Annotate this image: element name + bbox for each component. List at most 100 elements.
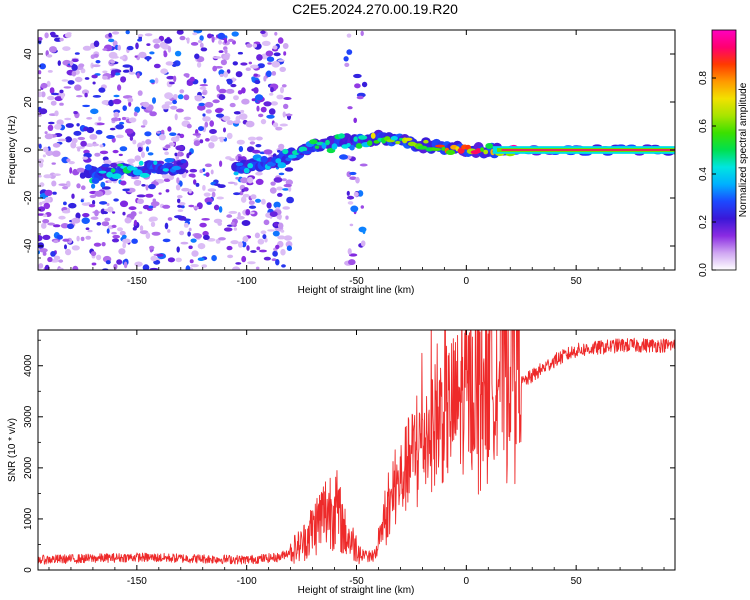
noise-blob bbox=[219, 160, 223, 167]
noise-blob bbox=[167, 45, 172, 53]
noise-blob bbox=[282, 111, 286, 118]
noise-blob bbox=[349, 223, 354, 227]
noise-blob bbox=[147, 152, 154, 156]
noise-blob bbox=[277, 37, 284, 44]
noise-blob bbox=[179, 35, 186, 41]
noise-blob bbox=[349, 176, 357, 180]
noise-blob bbox=[199, 169, 203, 174]
noise-blob bbox=[116, 259, 123, 265]
ridge-blob bbox=[132, 169, 143, 176]
noise-blob bbox=[226, 78, 233, 85]
noise-blob bbox=[233, 120, 241, 124]
noise-blob bbox=[118, 248, 126, 255]
snr-y-label: SNR (10 * v/v) bbox=[7, 418, 18, 482]
ridge-blob bbox=[370, 132, 376, 139]
noise-blob bbox=[277, 222, 284, 230]
noise-blob bbox=[248, 205, 257, 209]
noise-blob bbox=[149, 51, 155, 55]
noise-blob bbox=[82, 45, 92, 51]
x-tick-label: -50 bbox=[349, 576, 364, 587]
noise-blob bbox=[164, 38, 173, 44]
ridge-blob bbox=[395, 140, 401, 145]
noise-blob bbox=[266, 202, 272, 209]
noise-blob bbox=[241, 98, 250, 105]
noise-blob bbox=[214, 108, 223, 113]
noise-blob bbox=[276, 186, 283, 191]
noise-blob bbox=[360, 240, 366, 247]
noise-blob bbox=[145, 139, 152, 145]
noise-blob bbox=[178, 202, 186, 206]
noise-blob bbox=[203, 192, 211, 197]
noise-blob bbox=[261, 40, 271, 47]
noise-blob bbox=[137, 142, 143, 149]
noise-blob bbox=[265, 70, 272, 78]
ridge-blob bbox=[85, 164, 92, 171]
noise-blob bbox=[269, 187, 277, 194]
noise-blob bbox=[128, 71, 136, 75]
noise-blob bbox=[359, 163, 368, 167]
noise-blob bbox=[129, 135, 134, 141]
noise-blob bbox=[130, 211, 137, 217]
noise-blob bbox=[192, 32, 198, 36]
noise-blob bbox=[160, 68, 168, 74]
noise-blob bbox=[60, 223, 69, 229]
noise-blob bbox=[72, 265, 79, 270]
x-tick-label: 0 bbox=[464, 276, 470, 287]
noise-blob bbox=[267, 62, 272, 65]
noise-blob bbox=[339, 154, 348, 160]
ridge-blob bbox=[367, 140, 373, 147]
noise-blob bbox=[92, 81, 96, 85]
noise-blob bbox=[265, 50, 274, 57]
noise-blob bbox=[186, 123, 192, 129]
ridge-blob bbox=[390, 136, 398, 141]
noise-blob bbox=[124, 217, 132, 224]
ridge-blob bbox=[298, 146, 308, 153]
noise-blob bbox=[90, 216, 99, 220]
noise-blob bbox=[193, 140, 201, 147]
noise-blob bbox=[175, 108, 184, 113]
ridge-blob bbox=[353, 136, 358, 142]
noise-blob bbox=[177, 195, 183, 199]
noise-blob bbox=[245, 67, 251, 71]
noise-blob bbox=[38, 70, 42, 75]
noise-blob bbox=[217, 184, 226, 189]
noise-blob bbox=[256, 54, 263, 61]
ridge-blob bbox=[483, 149, 489, 155]
noise-blob bbox=[82, 213, 90, 218]
noise-blob bbox=[159, 41, 168, 49]
noise-blob bbox=[52, 191, 57, 195]
noise-blob bbox=[91, 262, 97, 266]
noise-blob bbox=[272, 45, 278, 50]
noise-blob bbox=[222, 54, 230, 61]
noise-blob bbox=[218, 136, 226, 140]
noise-blob bbox=[205, 172, 210, 178]
noise-blob bbox=[255, 266, 260, 270]
noise-blob bbox=[138, 211, 143, 215]
noise-blob bbox=[197, 40, 203, 43]
ridge-blob bbox=[247, 163, 254, 169]
noise-blob bbox=[85, 227, 90, 230]
noise-blob bbox=[167, 126, 172, 132]
noise-blob bbox=[167, 217, 173, 221]
y-tick-label: 3000 bbox=[23, 405, 34, 428]
noise-blob bbox=[95, 129, 103, 135]
ridge-blob bbox=[277, 162, 287, 169]
noise-blob bbox=[137, 90, 143, 96]
noise-blob bbox=[187, 231, 191, 237]
ridge-blob bbox=[147, 169, 157, 173]
noise-blob bbox=[218, 69, 225, 76]
noise-blob bbox=[176, 246, 180, 253]
noise-blob bbox=[167, 229, 171, 233]
noise-blob bbox=[117, 84, 122, 91]
noise-blob bbox=[57, 138, 67, 142]
noise-blob bbox=[168, 174, 175, 180]
ridge-blob bbox=[235, 162, 244, 167]
noise-blob bbox=[239, 191, 244, 196]
noise-blob bbox=[255, 136, 263, 141]
ridge-band-core bbox=[501, 149, 675, 151]
noise-blob bbox=[174, 113, 178, 121]
noise-blob bbox=[74, 76, 83, 83]
ridge-blob bbox=[404, 137, 413, 141]
noise-blob bbox=[247, 136, 257, 141]
noise-blob bbox=[104, 217, 111, 222]
